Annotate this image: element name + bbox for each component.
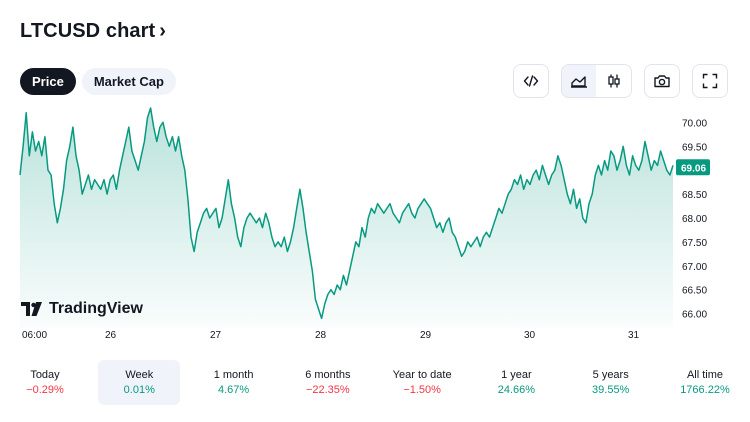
period-today[interactable]: Today −0.29% xyxy=(4,360,86,405)
period-label: 5 years xyxy=(592,369,629,381)
x-tick-label: 28 xyxy=(315,330,327,341)
period-change: 4.67% xyxy=(217,384,250,396)
camera-icon xyxy=(654,75,670,88)
period-label: 1 year xyxy=(501,369,532,381)
period-year-to-date[interactable]: Year to date −1.50% xyxy=(381,360,463,405)
y-tick-label: 69.50 xyxy=(682,142,707,153)
period-label: Week xyxy=(125,369,154,381)
chart-title-link[interactable]: LTCUSD chart › xyxy=(20,20,166,43)
period-change: −1.50% xyxy=(403,384,441,396)
embed-code-icon xyxy=(523,75,539,87)
y-tick-label: 68.50 xyxy=(682,190,707,201)
snapshot-group xyxy=(644,64,680,98)
y-tick-label: 67.50 xyxy=(682,238,707,249)
period-change: 39.55% xyxy=(592,384,630,396)
y-tick-label: 68.00 xyxy=(682,214,707,225)
x-tick-label: 26 xyxy=(105,330,117,341)
period-label: Year to date xyxy=(392,369,452,381)
x-tick-label: 30 xyxy=(524,330,536,341)
y-tick-label: 66.00 xyxy=(682,310,707,321)
chart-toolbar xyxy=(513,64,728,98)
price-area-fill xyxy=(20,108,673,328)
tradingview-logo: TradingView xyxy=(21,300,143,318)
period-6-months[interactable]: 6 months −22.35% xyxy=(287,360,369,405)
chart-style-group xyxy=(561,64,632,98)
tradingview-logo-icon xyxy=(21,302,42,316)
y-tick-label: 67.00 xyxy=(682,262,707,273)
tab-market-cap[interactable]: Market Cap xyxy=(81,68,176,95)
price-chart-svg: 70.0069.5069.0068.5068.0067.5067.0066.50… xyxy=(19,107,710,341)
candlestick-chart-button[interactable] xyxy=(596,65,631,97)
x-tick-label: 31 xyxy=(628,330,640,341)
page-title: LTCUSD chart xyxy=(20,20,156,42)
fullscreen-icon xyxy=(702,73,718,89)
period-selector: Today −0.29% Week 0.01% 1 month 4.67% 6 … xyxy=(4,360,746,405)
period-all-time[interactable]: All time 1766.22% xyxy=(664,360,746,405)
period-label: Today xyxy=(30,369,60,381)
embed-group xyxy=(513,64,549,98)
area-chart-button[interactable] xyxy=(562,65,596,97)
y-tick-label: 66.50 xyxy=(682,286,707,297)
period-change: −22.35% xyxy=(305,384,350,396)
y-tick-label: 70.00 xyxy=(682,118,707,129)
current-price-label: 69.06 xyxy=(681,163,706,174)
x-tick-label: 06:00 xyxy=(22,330,47,341)
embed-button[interactable] xyxy=(514,65,548,97)
period-change: −0.29% xyxy=(26,384,64,396)
period-label: All time xyxy=(686,369,723,381)
fullscreen-group xyxy=(692,64,728,98)
period-change: 0.01% xyxy=(123,384,155,396)
price-chart[interactable]: 70.0069.5069.0068.5068.0067.5067.0066.50… xyxy=(0,100,750,350)
x-tick-label: 29 xyxy=(420,330,432,341)
tradingview-logo-text: TradingView xyxy=(49,300,143,317)
period-5-years[interactable]: 5 years 39.55% xyxy=(570,360,652,405)
candlestick-icon xyxy=(608,74,620,88)
period-1-year[interactable]: 1 year 24.66% xyxy=(475,360,557,405)
price-series-line xyxy=(19,107,674,320)
tab-price[interactable]: Price xyxy=(20,68,76,95)
chart-tabs: Price Market Cap xyxy=(20,68,176,95)
period-week[interactable]: Week 0.01% xyxy=(98,360,181,405)
period-change: 1766.22% xyxy=(680,384,730,396)
x-tick-label: 27 xyxy=(210,330,222,341)
period-label: 1 month xyxy=(213,369,254,381)
chevron-right-icon: › xyxy=(159,20,167,42)
snapshot-button[interactable] xyxy=(645,65,679,97)
period-label: 6 months xyxy=(305,369,351,381)
fullscreen-button[interactable] xyxy=(693,65,727,97)
current-price-tag xyxy=(676,159,710,176)
period-1-month[interactable]: 1 month 4.67% xyxy=(193,360,275,405)
area-chart-icon xyxy=(571,76,587,88)
period-change: 24.66% xyxy=(497,384,536,396)
